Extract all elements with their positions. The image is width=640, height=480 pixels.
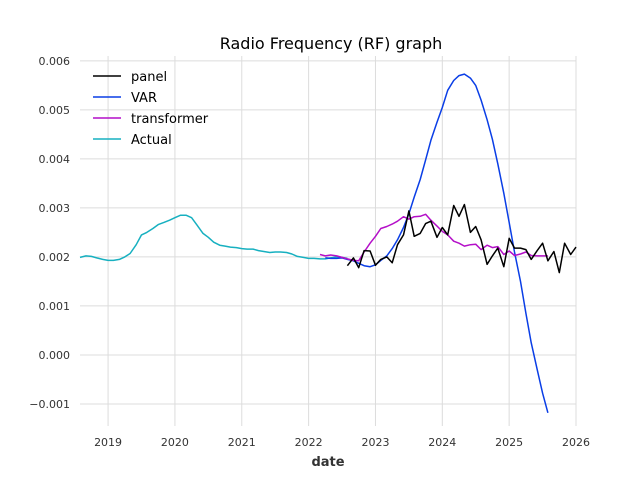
legend-label: panel	[131, 70, 167, 85]
series-layer	[79, 73, 577, 413]
legend-item-actual: Actual	[93, 133, 172, 148]
series-line-transformer	[319, 213, 548, 262]
x-tick-label: 2021	[228, 436, 256, 449]
chart-title: Radio Frequency (RF) graph	[220, 34, 443, 53]
legend-item-panel: panel	[93, 70, 167, 85]
x-tick-label: 2019	[94, 436, 122, 449]
y-tick-label: 0.001	[39, 300, 71, 313]
grid-layer	[80, 56, 577, 426]
x-tick-label: 2023	[361, 436, 389, 449]
series-line-var	[325, 73, 549, 413]
tick-labels: 2019 2020 2021 2022 2023 2024 2025 2026 −0.001 0.…	[29, 55, 590, 449]
y-tick-label: 0.000	[39, 349, 71, 362]
legend-label: Actual	[131, 133, 172, 148]
y-tick-label: −0.001	[29, 398, 70, 411]
x-axis-label: date	[311, 455, 344, 470]
legend-item-transformer: transformer	[93, 112, 209, 127]
y-tick-label: 0.005	[39, 104, 71, 117]
x-tick-label: 2024	[428, 436, 456, 449]
y-tick-label: 0.003	[39, 202, 71, 215]
y-tick-label: 0.002	[39, 251, 71, 264]
x-tick-label: 2026	[562, 436, 590, 449]
legend: panel VAR transformer Actual	[93, 70, 209, 148]
legend-label: VAR	[131, 91, 157, 106]
legend-label: transformer	[131, 112, 209, 127]
x-tick-label: 2022	[295, 436, 323, 449]
series-line-actual	[79, 214, 348, 262]
y-tick-label: 0.006	[39, 55, 71, 68]
x-tick-label: 2020	[161, 436, 189, 449]
legend-item-var: VAR	[93, 91, 157, 106]
x-tick-label: 2025	[495, 436, 523, 449]
y-tick-label: 0.004	[39, 153, 71, 166]
series-line-panel	[346, 203, 577, 274]
